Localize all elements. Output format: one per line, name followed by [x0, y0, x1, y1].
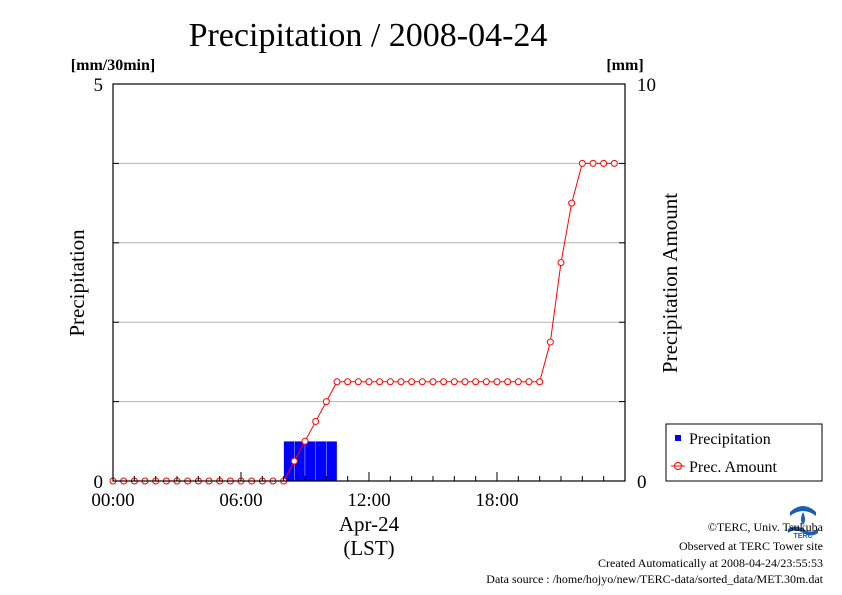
amount-point: [589, 159, 597, 167]
amount-point: [397, 378, 405, 386]
amount-point: [525, 378, 533, 386]
footer-copyright: ©TERC, Univ. Tsukuba: [708, 520, 824, 534]
amount-point: [365, 378, 373, 386]
amount-point: [429, 378, 437, 386]
amount-point: [376, 378, 384, 386]
amount-point: [514, 378, 522, 386]
amount-point: [600, 159, 608, 167]
amount-point: [504, 378, 512, 386]
y-tick-label-right: 0: [637, 472, 647, 493]
amount-point: [312, 417, 320, 425]
chart-title: Precipitation / 2008-04-24: [189, 17, 548, 54]
amount-point: [440, 378, 448, 386]
logo-drop-icon: [801, 512, 805, 525]
amount-point: [354, 378, 362, 386]
legend-precipitation-marker: [675, 435, 681, 441]
y-axis-label-right: Precipitation Amount: [658, 193, 682, 373]
x-tick-label: 06:00: [219, 490, 262, 511]
amount-point: [536, 378, 544, 386]
amount-point: [301, 437, 309, 445]
x-axis-sublabel: (LST): [343, 536, 394, 560]
plot-frame: [112, 83, 626, 482]
legend-amount-marker: [674, 462, 682, 470]
amount-point: [461, 378, 469, 386]
amount-point: [546, 338, 554, 346]
y-tick-label-right: 10: [637, 75, 656, 96]
amount-point: [610, 159, 618, 167]
logo-wave: [788, 526, 818, 536]
amount-point: [344, 378, 352, 386]
footer-created: Created Automatically at 2008-04-24/23:5…: [598, 556, 823, 570]
footer-observed: Observed at TERC Tower site: [679, 539, 823, 553]
footer-source: Data source : /home/hojyo/new/TERC-data/…: [486, 572, 823, 586]
y-axis-label-left: Precipitation: [65, 229, 89, 337]
x-tick-label: 18:00: [475, 490, 518, 511]
amount-point: [482, 378, 490, 386]
amount-point: [578, 159, 586, 167]
x-tick-label: 00:00: [91, 490, 134, 511]
logo-text: TERC: [793, 533, 812, 540]
legend-precipitation-label: Precipitation: [689, 431, 771, 448]
amount-point: [450, 378, 458, 386]
amount-point: [418, 378, 426, 386]
precipitation-bar: [326, 441, 338, 482]
amount-point: [557, 259, 565, 267]
amount-point: [386, 378, 394, 386]
amount-point: [322, 398, 330, 406]
x-axis-label: Apr-24: [339, 512, 400, 536]
legend-amount-label: Prec. Amount: [689, 459, 778, 476]
grid-layer: [113, 162, 625, 403]
axis-layer: [112, 83, 626, 482]
amount-point: [333, 378, 341, 386]
amount-point: [568, 199, 576, 207]
legend-box: [665, 423, 823, 482]
left-unit-label: [mm/30min]: [71, 57, 155, 74]
precipitation-bar: [315, 441, 327, 482]
precipitation-bar: [304, 441, 316, 482]
terc-logo: TERC: [784, 503, 822, 540]
tick-label-layer: 00:00 06:00 12:00 18:00 0 5 0 10: [91, 75, 656, 511]
logo-arc: [790, 506, 816, 516]
amount-point: [290, 457, 298, 465]
x-tick-label: 12:00: [347, 490, 390, 511]
y-tick-label-left: 5: [94, 75, 104, 96]
legend: Precipitation Prec. Amount: [665, 423, 823, 482]
right-unit-label: [mm]: [606, 57, 643, 74]
y-tick-label-left: 0: [94, 472, 104, 493]
amount-point: [472, 378, 480, 386]
amount-point: [493, 378, 501, 386]
amount-point: [408, 378, 416, 386]
